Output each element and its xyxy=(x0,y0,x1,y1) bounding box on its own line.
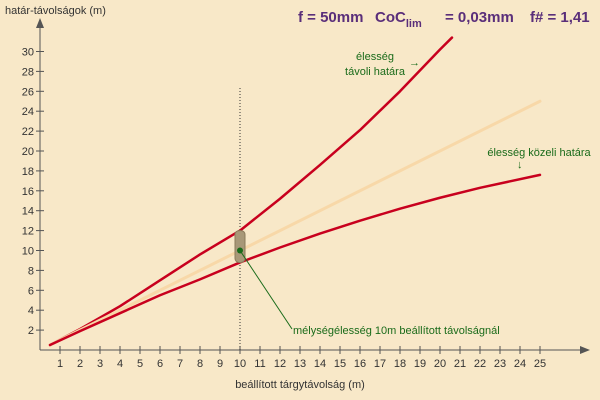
x-tick-label: 2 xyxy=(77,358,83,370)
y-tick-label: 12 xyxy=(22,226,34,238)
y-tick-label: 16 xyxy=(22,186,34,198)
far-limit-label-line1: élesség xyxy=(356,51,394,63)
y-tick-label: 20 xyxy=(22,146,34,158)
near-limit-label: élesség közeli határa xyxy=(487,147,591,159)
y-tick-label: 14 xyxy=(22,206,34,218)
annotations: élesség távoli határa → élesség közeli h… xyxy=(290,51,592,337)
y-tick-label: 8 xyxy=(28,265,34,277)
x-tick-label: 11 xyxy=(254,358,265,370)
x-tick-label: 1 xyxy=(57,358,63,370)
axes-group: 1 2 3 4 5 6 7 8 9 10 11 12 13 14 15 16 17 18 19 20 21 22 23 24 2… xyxy=(22,18,590,370)
series-line-near xyxy=(48,173,542,347)
dof-range-bar xyxy=(234,230,246,263)
coc-base: CoC xyxy=(375,9,406,26)
x-tick-label: 3 xyxy=(97,358,103,370)
y-axis-arrow xyxy=(36,18,44,28)
series-line-far xyxy=(48,36,454,347)
y-tick-label: 18 xyxy=(22,166,34,178)
coc-text: CoClim xyxy=(375,9,422,30)
x-tick-label: 12 xyxy=(274,358,286,370)
perfect-focus-label: t ö k é l e t e s é l e s s é g xyxy=(290,128,436,213)
focal-length-text: f = 50mm xyxy=(298,9,363,26)
x-tick-label: 5 xyxy=(137,358,143,370)
x-tick-label: 13 xyxy=(294,358,306,370)
x-tick-label: 14 xyxy=(314,358,326,370)
x-tick-label: 20 xyxy=(434,358,446,370)
y-tick-label: 6 xyxy=(28,285,34,297)
dof-label: mélységélesség 10m beállított távolságná… xyxy=(293,325,500,337)
x-tick-label: 15 xyxy=(334,358,346,370)
far-limit-arrow: → xyxy=(409,57,420,69)
x-tick-label: 6 xyxy=(157,358,163,370)
dof-leader-line xyxy=(239,250,293,330)
x-tick-label: 25 xyxy=(534,358,546,370)
x-axis-title: beállított tárgytávolság (m) xyxy=(235,379,365,391)
x-tick-label: 19 xyxy=(414,358,426,370)
y-axis-title: határ-távolságok (m) xyxy=(5,5,106,17)
f-number-text: f# = 1,41 xyxy=(530,9,590,26)
far-limit-label-line2: távoli határa xyxy=(345,66,406,78)
x-tick-label: 10 xyxy=(234,358,246,370)
y-tick-label: 2 xyxy=(28,325,34,337)
x-tick-label: 8 xyxy=(197,358,203,370)
series-line-perfect xyxy=(48,99,542,347)
x-tick-label: 16 xyxy=(354,358,366,370)
x-tick-label: 4 xyxy=(117,358,123,370)
x-tick-label: 17 xyxy=(374,358,386,370)
y-tick-label: 26 xyxy=(22,86,34,98)
y-tick-label: 28 xyxy=(22,66,34,78)
coc-value-text: = 0,03mm xyxy=(445,9,514,26)
y-tick-label: 24 xyxy=(22,106,34,118)
x-tick-label: 21 xyxy=(454,358,466,370)
x-tick-label: 24 xyxy=(514,358,526,370)
y-tick-label: 10 xyxy=(22,246,34,258)
y-tick-label: 30 xyxy=(22,47,34,59)
y-tick-label: 4 xyxy=(28,305,34,317)
header-parameters: f = 50mm CoClim = 0,03mm f# = 1,41 xyxy=(298,9,590,30)
x-tick-label: 18 xyxy=(394,358,406,370)
series-group xyxy=(48,36,542,347)
x-tick-label: 23 xyxy=(494,358,506,370)
near-limit-arrow: ↓ xyxy=(517,159,523,171)
x-tick-label: 9 xyxy=(217,358,223,370)
x-tick-label: 22 xyxy=(474,358,486,370)
y-tick-label: 22 xyxy=(22,126,34,138)
x-axis-arrow xyxy=(580,346,590,354)
x-tick-label: 7 xyxy=(177,358,183,370)
coc-subscript: lim xyxy=(406,18,422,30)
